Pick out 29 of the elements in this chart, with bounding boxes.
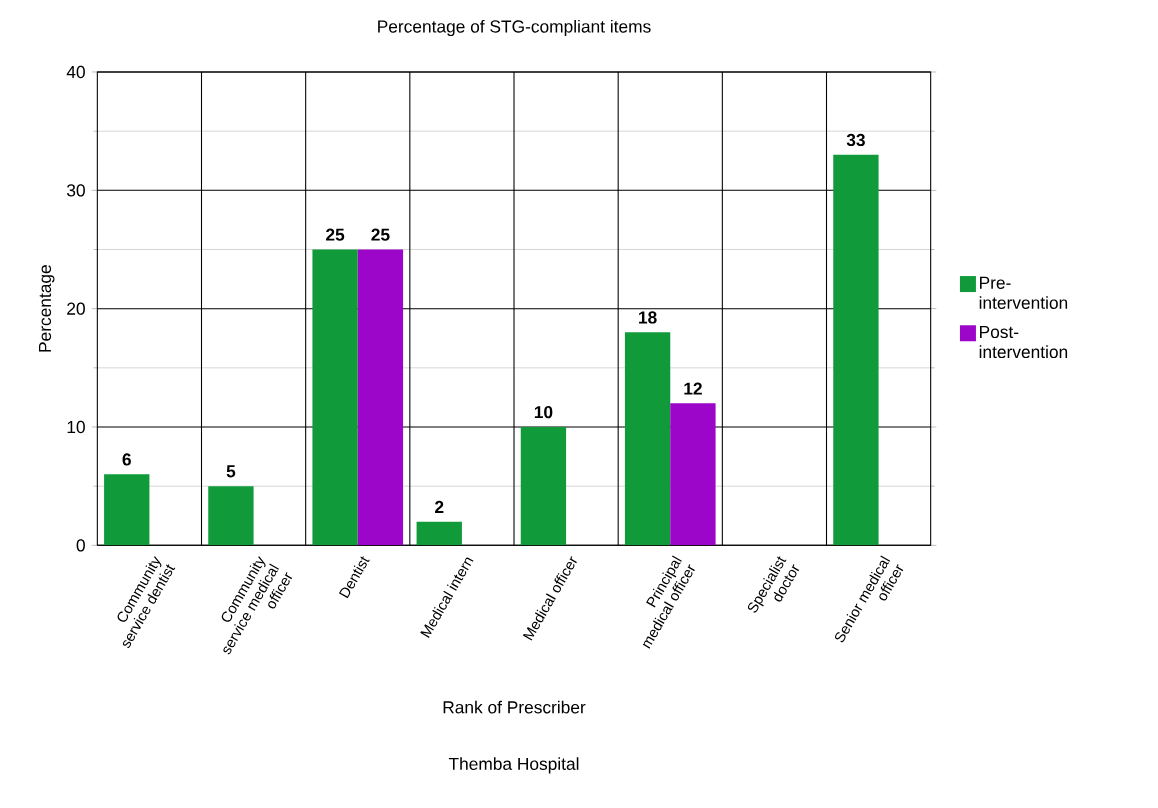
text: Themba Hospital (448, 757, 579, 774)
y-tick-label: 40 (66, 65, 85, 79)
bar (104, 474, 150, 546)
x-axis-title: Rank of Prescriber (443, 700, 586, 714)
data-label: 10 (534, 406, 553, 419)
legend-label: Post-intervention (979, 326, 1068, 359)
chart-title: Percentage of STG-compliant items (378, 19, 651, 37)
bar (312, 249, 358, 546)
data-label: 12 (684, 382, 702, 395)
bar (357, 249, 404, 546)
data-label: 18 (639, 311, 657, 324)
data-label: 25 (371, 228, 390, 241)
data-label: 5 (226, 465, 236, 478)
data-label: 33 (846, 133, 865, 147)
legend-label: Pre-intervention (979, 276, 1068, 309)
y-tick-label: 10 (67, 420, 85, 434)
bar (833, 154, 879, 546)
bar (624, 332, 671, 546)
bar (416, 521, 462, 546)
data-label: 2 (435, 500, 444, 513)
data-label: 6 (122, 453, 131, 466)
data-label: 25 (326, 228, 345, 241)
y-axis-title: Percentage (38, 265, 55, 352)
y-tick-label: 30 (66, 184, 85, 197)
bar (670, 403, 716, 546)
bar (208, 486, 254, 546)
y-tick-label: 0 (76, 539, 85, 552)
bar (520, 427, 567, 546)
y-tick-label: 20 (67, 302, 85, 315)
